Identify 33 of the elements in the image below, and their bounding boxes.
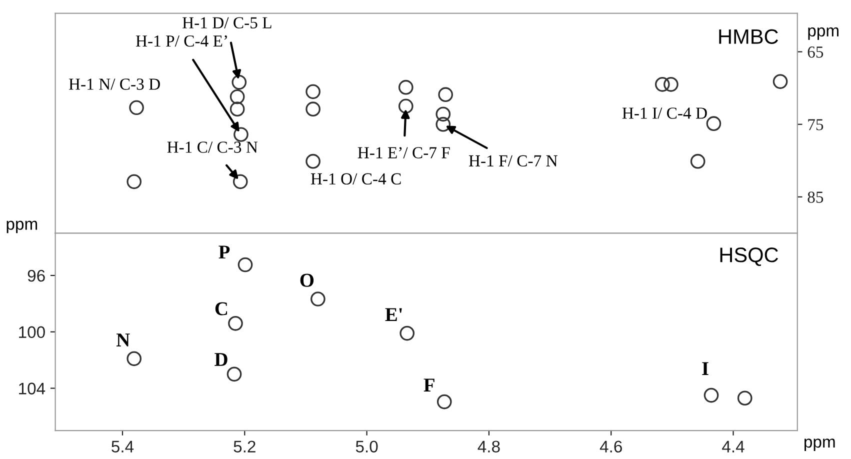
y-tick-label: 100 [19, 326, 45, 338]
y-tick-label: 104 [19, 382, 46, 394]
y-tick-label: 85 [808, 192, 824, 203]
x-tick-label: 5.4 [112, 440, 134, 453]
annotation: H-1 C/ C-3 N [167, 142, 258, 153]
annotation: H-1 N/ C-3 D [68, 78, 160, 90]
annotation: F [424, 378, 434, 392]
annotation: I [702, 362, 708, 375]
annotation: D [214, 353, 228, 366]
annotation: N [116, 334, 130, 346]
y-axis-title: ppm [808, 27, 838, 40]
annotation: H-1 I/ C-4 D [622, 108, 707, 119]
annotation: O [300, 274, 314, 287]
annotation: P [218, 246, 230, 258]
x-tick-label: 4.4 [722, 440, 744, 452]
x-tick-label: 4.8 [478, 440, 500, 453]
y-axis-title: ppm [6, 220, 38, 234]
x-tick-label: 4.6 [600, 440, 622, 453]
x-tick-label: 5.2 [234, 440, 256, 453]
annotation: H-1 D/ C-5 L [182, 17, 272, 28]
x-axis-title: ppm [804, 438, 835, 452]
annotation: H-1 O/ C-4 C [310, 173, 401, 185]
annotation: E' [385, 308, 402, 321]
annotation: H-1 E’/ C-7 F [358, 147, 450, 158]
text: HSQC [720, 248, 778, 266]
x-tick-label: 5.0 [356, 440, 378, 453]
annotation: C [215, 302, 228, 316]
y-tick-label: 75 [808, 119, 824, 130]
annotation: H-1 P/ C-4 E’ [136, 35, 227, 47]
text: HMBC [719, 29, 778, 44]
y-tick-label: 65 [808, 46, 824, 58]
annotation: H-1 F/ C-7 N [468, 155, 558, 166]
y-tick-label: 96 [28, 270, 45, 282]
